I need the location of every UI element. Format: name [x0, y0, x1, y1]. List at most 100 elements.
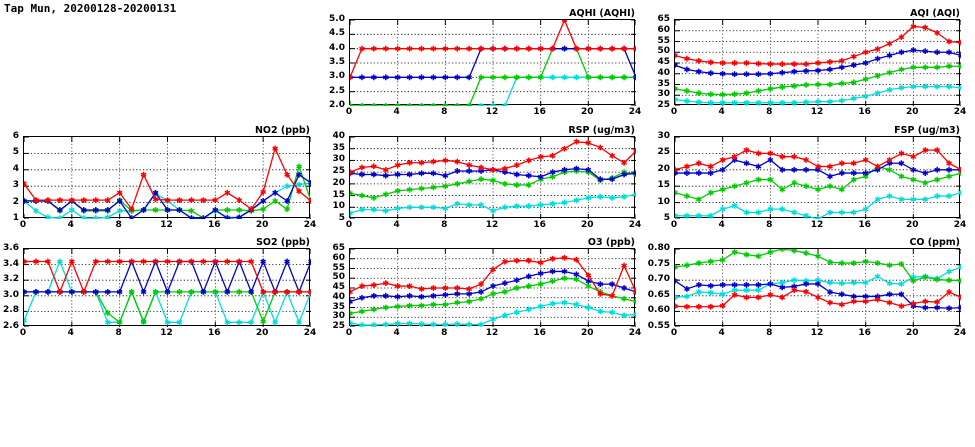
- y-tick-label: 30: [657, 131, 670, 141]
- x-tick-label: 0: [670, 328, 678, 338]
- chart-panel-aqhi: AQHI (AQHI) 2.0 2.5 3.0 3.5 4.0 4.5 5.0 0 4 8 12 16 2…: [329, 8, 641, 117]
- x-tick-label: 8: [441, 107, 448, 117]
- series-fsp-s4: [675, 189, 961, 219]
- x-tick-label: 8: [766, 328, 773, 338]
- series-aqi-s1: [675, 23, 961, 67]
- x-tick-label: 0: [345, 220, 353, 230]
- x-tick-label: 16: [533, 220, 546, 230]
- x-tick-label: 20: [581, 107, 594, 117]
- y-tick-label: 0.55: [647, 321, 670, 331]
- x-tick-label: 16: [858, 220, 871, 230]
- series-aqhi-s2: [350, 45, 636, 81]
- x-tick-label: 16: [533, 328, 546, 338]
- plot-canvas-fsp: [675, 137, 961, 219]
- y-tick-label: 1: [12, 213, 19, 223]
- plot-area-o3: [349, 248, 636, 327]
- chart-panel-o3: O3 (ppb) 25 30 35 40 45 50 55 60 65 0 4 8 12 16 20 24: [332, 237, 641, 338]
- y-tick-label: 25: [332, 166, 345, 177]
- y-tick-label: 55: [332, 262, 345, 273]
- y-tick-label: 40: [332, 291, 345, 302]
- y-tick-label: 25: [657, 147, 670, 158]
- y-tick-label: 25: [657, 100, 670, 110]
- x-tick-label: 24: [953, 220, 967, 230]
- chart-panel-fsp: FSP (ug/m3) 5 10 15 20 25 30 0 4 8 12 16 20 24: [657, 125, 966, 230]
- series-rsp-s1: [350, 138, 636, 176]
- y-tick-label: 10: [657, 196, 670, 207]
- y-tick-label: 25: [332, 321, 345, 331]
- chart-title-no2: NO2 (ppb): [254, 125, 310, 136]
- y-tick-label: 5: [663, 213, 670, 223]
- y-tick-label: 3.4: [3, 258, 19, 269]
- x-tick-label: 4: [67, 220, 74, 230]
- page-title: Tap Mun, 20200128-20200131: [4, 2, 177, 15]
- series-so2-s1: [24, 258, 311, 295]
- chart-panel-co: CO (ppm) 0.55 0.60 0.65 0.70 0.75 0.80 0 4 8 12 16 2…: [648, 237, 966, 338]
- x-tick-label: 8: [766, 220, 773, 230]
- chart-title-rsp: RSP (ug/m3): [568, 125, 635, 136]
- plot-area-aqi: [674, 19, 961, 106]
- series-aqi-s3: [675, 63, 961, 98]
- x-tick-label: 16: [858, 328, 871, 338]
- y-tick-label: 6: [12, 131, 19, 141]
- chart-panel-so2: SO2 (ppb) 2.6 2.8 3.0 3.2 3.4 3.6 0 4 8 12 16 20 24: [3, 237, 316, 338]
- y-tick-label: 15: [332, 189, 345, 200]
- x-tick-label: 24: [303, 220, 317, 230]
- y-tick-label: 3.6: [3, 243, 19, 253]
- x-tick-label: 0: [345, 107, 353, 117]
- x-tick-label: 20: [906, 328, 919, 338]
- x-tick-label: 20: [581, 220, 594, 230]
- series-no2-s1: [24, 145, 311, 213]
- chart-panel-rsp: RSP (ug/m3) 5 10 15 20 25 30 35 40 0 4 8 12 16 20 24: [332, 125, 641, 230]
- y-tick-label: 4.5: [329, 28, 345, 39]
- x-tick-label: 0: [670, 220, 678, 230]
- x-tick-label: 16: [208, 328, 221, 338]
- y-tick-label: 3.2: [3, 274, 19, 285]
- series-fsp-s3: [675, 163, 961, 203]
- y-tick-label: 35: [657, 78, 670, 89]
- y-tick-label: 60: [332, 252, 345, 263]
- chart-title-o3: O3 (ppb): [587, 237, 635, 248]
- series-co-s3: [675, 249, 961, 284]
- plot-canvas-o3: [350, 249, 636, 327]
- y-tick-label: 3.0: [3, 289, 19, 300]
- x-tick-label: 4: [393, 107, 400, 117]
- y-tick-label: 10: [332, 201, 345, 212]
- y-tick-label: 50: [332, 272, 345, 283]
- x-tick-label: 0: [19, 220, 27, 230]
- x-tick-label: 20: [906, 107, 919, 117]
- series-co-s2: [675, 277, 961, 312]
- x-tick-label: 24: [303, 328, 317, 338]
- plot-canvas-no2: [24, 137, 311, 219]
- x-tick-label: 4: [718, 220, 725, 230]
- x-tick-label: 12: [810, 220, 824, 230]
- series-aqhi-s1: [350, 20, 636, 81]
- x-tick-label: 12: [160, 328, 173, 338]
- y-tick-label: 5: [338, 213, 345, 223]
- x-tick-label: 8: [441, 328, 448, 338]
- y-tick-label: 0.65: [647, 289, 670, 300]
- plot-area-co: [674, 248, 961, 327]
- x-tick-label: 20: [255, 220, 269, 230]
- x-tick-label: 8: [766, 107, 773, 117]
- series-o3-s1: [350, 254, 636, 299]
- x-tick-label: 24: [628, 220, 642, 230]
- y-tick-label: 2.0: [329, 100, 345, 110]
- y-tick-label: 35: [332, 301, 345, 312]
- plot-area-no2: [23, 136, 311, 219]
- x-tick-label: 4: [718, 328, 725, 338]
- x-tick-label: 12: [485, 220, 499, 230]
- plot-canvas-co: [675, 249, 961, 327]
- x-tick-label: 24: [628, 328, 642, 338]
- y-tick-label: 45: [657, 57, 670, 67]
- y-tick-label: 5: [12, 147, 19, 158]
- plot-canvas-aqhi: [350, 20, 636, 106]
- series-rsp-s4: [350, 191, 636, 217]
- series-aqi-s2: [675, 47, 961, 78]
- x-tick-label: 8: [115, 220, 122, 230]
- x-tick-label: 12: [485, 328, 499, 338]
- x-tick-label: 8: [441, 220, 448, 230]
- x-tick-label: 0: [19, 328, 27, 338]
- x-tick-label: 8: [115, 328, 122, 338]
- x-tick-label: 0: [345, 328, 353, 338]
